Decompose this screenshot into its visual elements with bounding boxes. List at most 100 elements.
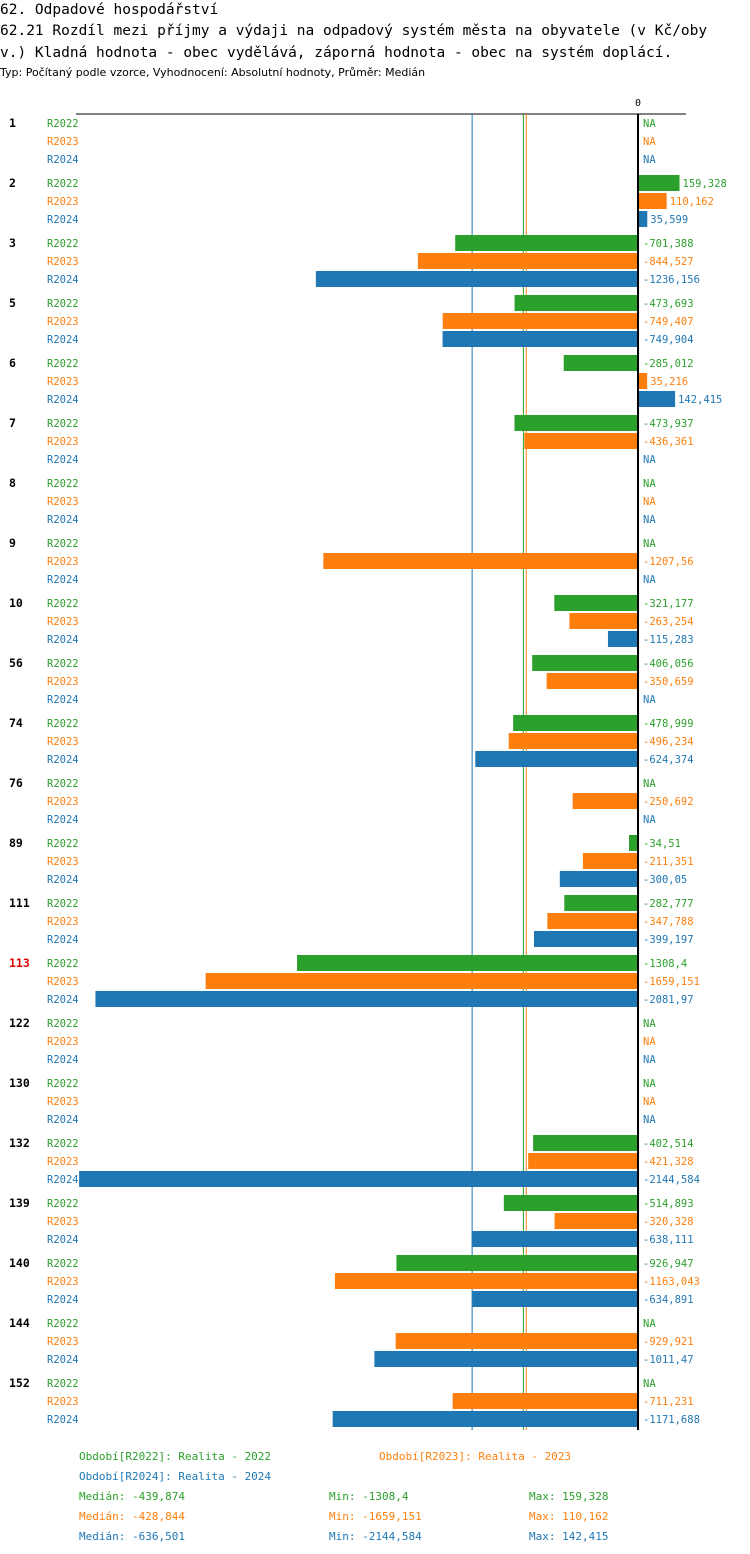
series-label-5-r2022: R2022: [47, 298, 79, 310]
value-label-1-r2023: NA: [643, 136, 656, 148]
value-label-130-r2022: NA: [643, 1078, 656, 1090]
value-label-89-r2023: -211,351: [643, 856, 694, 868]
series-label-111-r2022: R2022: [47, 898, 79, 910]
value-label-5-r2024: -749,904: [643, 334, 694, 346]
series-label-89-r2022: R2022: [47, 838, 79, 850]
group-label-113: 113: [9, 956, 30, 970]
bar-139-r2023: [554, 1213, 638, 1229]
series-label-10-r2024: R2024: [47, 634, 79, 646]
value-label-111-r2024: -399,197: [643, 934, 694, 946]
value-label-76-r2024: NA: [643, 814, 656, 826]
series-label-76-r2022: R2022: [47, 778, 79, 790]
legend-median-r2024: Medián: -636,501: [79, 1530, 185, 1543]
series-label-144-r2022: R2022: [47, 1318, 79, 1330]
bar-2-r2024: [638, 211, 648, 227]
series-label-2-r2022: R2022: [47, 178, 79, 190]
bar-144-r2024: [374, 1351, 638, 1367]
series-label-122-r2022: R2022: [47, 1018, 79, 1030]
value-label-7-r2022: -473,937: [643, 418, 694, 430]
legend-period-r2022: Období[R2022]: Realita - 2022: [79, 1450, 272, 1463]
series-label-3-r2023: R2023: [47, 256, 79, 268]
bar-3-r2023: [417, 253, 638, 269]
value-label-6-r2022: -285,012: [643, 358, 694, 370]
bar-113-r2024: [95, 991, 639, 1007]
value-label-139-r2022: -514,893: [643, 1198, 694, 1210]
bar-2-r2022: [638, 175, 680, 191]
value-label-144-r2024: -1011,47: [643, 1354, 694, 1366]
series-label-74-r2024: R2024: [47, 754, 79, 766]
series-label-122-r2024: R2024: [47, 1054, 79, 1066]
value-label-10-r2022: -321,177: [643, 598, 694, 610]
bar-89-r2023: [582, 853, 638, 869]
legend-min-r2023: Min: -1659,151: [329, 1510, 422, 1523]
value-label-152-r2023: -711,231: [643, 1396, 694, 1408]
group-label-6: 6: [9, 356, 16, 370]
chart-meta: Typ: Počítaný podle vzorce, Vyhodnocení:…: [0, 66, 426, 79]
series-label-130-r2023: R2023: [47, 1096, 79, 1108]
bar-152-r2023: [452, 1393, 638, 1409]
series-label-10-r2022: R2022: [47, 598, 79, 610]
series-label-144-r2024: R2024: [47, 1354, 79, 1366]
value-label-130-r2024: NA: [643, 1114, 656, 1126]
group-label-10: 10: [9, 596, 23, 610]
bar-140-r2023: [334, 1273, 638, 1289]
value-label-113-r2023: -1659,151: [643, 976, 700, 988]
series-label-122-r2023: R2023: [47, 1036, 79, 1048]
series-label-5-r2023: R2023: [47, 316, 79, 328]
series-label-9-r2023: R2023: [47, 556, 79, 568]
value-label-8-r2022: NA: [643, 478, 656, 490]
series-label-130-r2022: R2022: [47, 1078, 79, 1090]
series-label-74-r2022: R2022: [47, 718, 79, 730]
series-label-7-r2024: R2024: [47, 454, 79, 466]
value-label-144-r2022: NA: [643, 1318, 656, 1330]
value-label-132-r2023: -421,328: [643, 1156, 694, 1168]
group-label-8: 8: [9, 476, 16, 490]
zero-tick-label: 0: [635, 98, 641, 109]
bar-74-r2024: [475, 751, 638, 767]
legend-median-r2022: Medián: -439,874: [79, 1490, 185, 1503]
bar-6-r2022: [563, 355, 638, 371]
series-label-2-r2023: R2023: [47, 196, 79, 208]
bar-152-r2024: [332, 1411, 638, 1427]
group-label-132: 132: [9, 1136, 30, 1150]
group-label-56: 56: [9, 656, 23, 670]
series-label-6-r2024: R2024: [47, 394, 79, 406]
chart-title-line-2: v.) Kladná hodnota - obec vydělává, zápo…: [0, 45, 673, 61]
series-label-1-r2024: R2024: [47, 154, 79, 166]
bar-5-r2022: [514, 295, 638, 311]
value-label-113-r2022: -1308,4: [643, 958, 687, 970]
series-label-8-r2024: R2024: [47, 514, 79, 526]
bar-56-r2023: [546, 673, 638, 689]
series-label-111-r2023: R2023: [47, 916, 79, 928]
group-label-3: 3: [9, 236, 16, 250]
legend-max-r2023: Max: 110,162: [529, 1510, 609, 1523]
value-label-130-r2023: NA: [643, 1096, 656, 1108]
series-label-1-r2022: R2022: [47, 118, 79, 130]
group-label-139: 139: [9, 1196, 30, 1210]
legend-max-r2024: Max: 142,415: [529, 1530, 609, 1543]
group-label-144: 144: [9, 1316, 30, 1330]
value-label-2-r2024: 35,599: [650, 214, 688, 226]
value-label-9-r2023: -1207,56: [643, 556, 694, 568]
value-label-3-r2024: -1236,156: [643, 274, 700, 286]
value-label-2-r2022: 159,328: [683, 178, 727, 190]
bar-111-r2022: [564, 895, 638, 911]
series-label-89-r2024: R2024: [47, 874, 79, 886]
value-label-8-r2024: NA: [643, 514, 656, 526]
group-label-1: 1: [9, 116, 16, 130]
bar-2-r2023: [638, 193, 667, 209]
value-label-5-r2023: -749,407: [643, 316, 694, 328]
series-label-140-r2023: R2023: [47, 1276, 79, 1288]
value-label-152-r2022: NA: [643, 1378, 656, 1390]
series-label-3-r2024: R2024: [47, 274, 79, 286]
series-label-8-r2023: R2023: [47, 496, 79, 508]
value-label-1-r2022: NA: [643, 118, 656, 130]
bar-9-r2023: [323, 553, 638, 569]
value-label-56-r2022: -406,056: [643, 658, 694, 670]
chart-title-line-1: 62.21 Rozdíl mezi příjmy a výdaji na odp…: [0, 23, 708, 39]
legend-median-r2023: Medián: -428,844: [79, 1510, 185, 1523]
bar-132-r2022: [533, 1135, 638, 1151]
series-label-76-r2024: R2024: [47, 814, 79, 826]
series-label-144-r2023: R2023: [47, 1336, 79, 1348]
value-label-139-r2024: -638,111: [643, 1234, 694, 1246]
